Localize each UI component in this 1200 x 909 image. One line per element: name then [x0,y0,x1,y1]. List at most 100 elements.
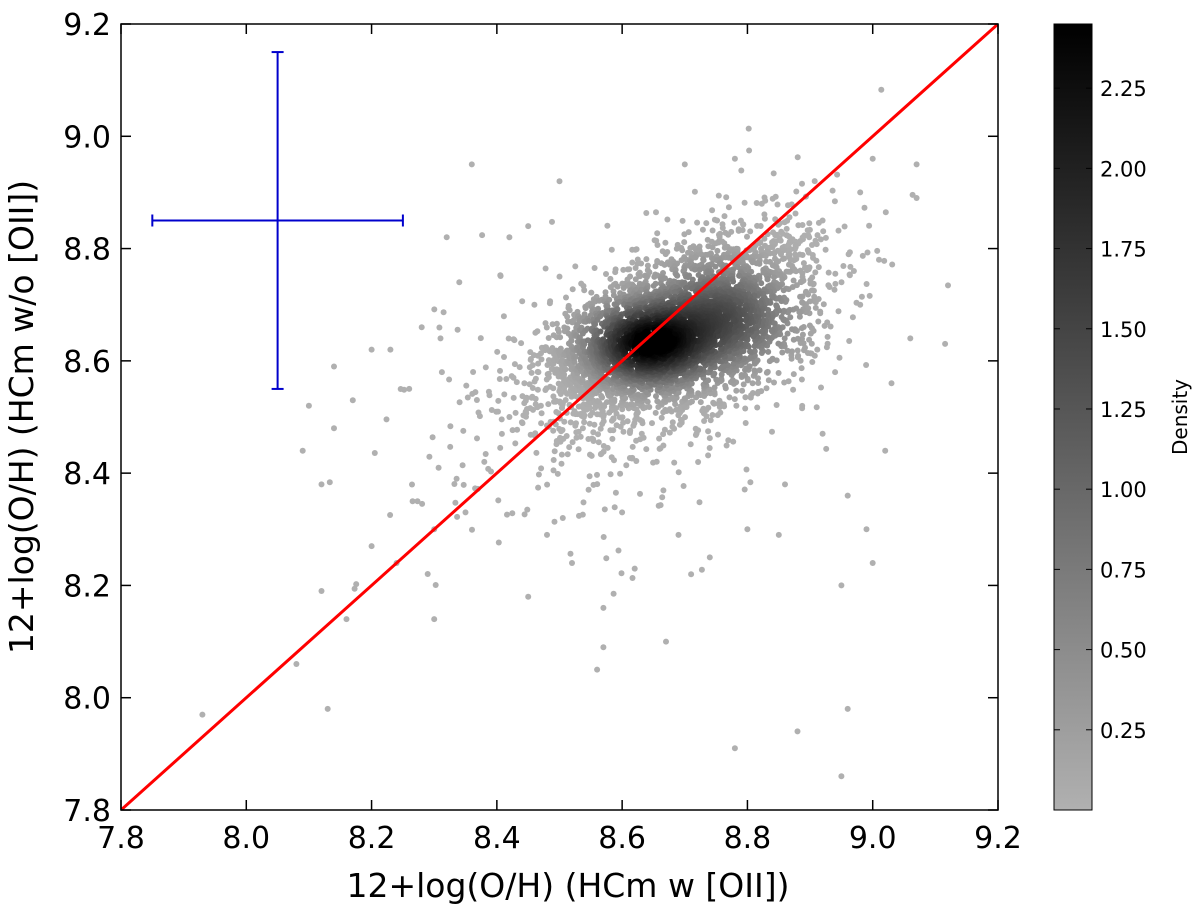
scatter-point [638,260,645,267]
scatter-point [643,274,650,281]
scatter-point [600,534,607,540]
scatter-point [535,471,542,478]
scatter-point [765,377,772,384]
scatter-point [820,228,827,235]
scatter-point [808,287,815,294]
scatter-point [401,386,408,393]
scatter-point [662,406,669,413]
scatter-point [668,384,675,391]
scatter-point [567,550,574,557]
scatter-point [820,301,827,308]
scatter-point [544,531,550,538]
scatter-point [453,475,460,482]
scatter-point [537,402,544,409]
scatter-point [497,444,504,451]
scatter-point [723,194,730,201]
scatter-point [730,278,737,285]
scatter-point [474,435,480,442]
scatter-point [761,215,768,222]
scatter-point [594,471,600,478]
scatter-point [705,270,712,277]
scatter-point [629,575,636,581]
scatter-point [351,585,358,592]
scatter-point [530,406,536,413]
scatter-point [607,275,614,282]
scatter-point [451,481,458,487]
y-tick-label: 7.8 [63,794,111,829]
scatter-point [550,467,557,474]
scatter-point [603,555,610,562]
scatter-point [561,418,568,425]
scatter-point [495,539,502,546]
scatter-point [775,531,782,538]
scatter-point [815,318,822,325]
scatter-point [614,283,621,290]
scatter-point [584,337,591,344]
scatter-point [546,300,553,307]
scatter-point [742,405,749,412]
scatter-point [446,376,453,383]
scatter-point [811,178,818,185]
scatter-point [794,728,801,735]
scatter-point [790,386,797,393]
scatter-point [600,443,607,449]
scatter-point [563,433,570,439]
scatter-point [694,219,701,226]
x-tick-label: 9.2 [974,821,1022,856]
scatter-point [832,270,839,277]
scatter-point [679,247,686,254]
scatter-point [587,451,593,458]
scatter-point [802,289,809,296]
scatter-point [462,509,469,516]
scatter-point [764,276,771,283]
scatter-point [600,644,607,651]
x-tick-label: 8.8 [724,821,772,856]
y-tick-label: 8.2 [63,569,111,604]
scatter-point [817,310,824,317]
scatter-point [849,314,856,321]
scatter-point [589,409,596,416]
scatter-point [571,408,578,415]
scatter-point [580,499,587,506]
x-tick-label: 8.2 [348,821,396,856]
scatter-point [733,402,740,409]
scatter-point [785,202,791,209]
scatter-point [765,348,772,355]
scatter-point [769,195,776,202]
scatter-point [836,354,843,361]
scatter-point [510,374,517,381]
scatter-point [689,276,696,283]
scatter-point [468,161,475,168]
scatter-point [711,384,718,391]
scatter-point [603,271,609,277]
scatter-point [709,207,716,214]
scatter-point [838,773,845,780]
scatter-point [746,363,753,370]
scatter-point [503,376,510,382]
scatter-point [538,465,545,472]
y-tick-label: 9.0 [63,120,111,155]
scatter-point [588,289,595,296]
scatter-point [612,489,619,496]
scatter-point [794,154,801,161]
scatter-point [794,347,801,354]
scatter-point [754,404,761,411]
scatter-point [744,526,751,533]
scatter-point [626,266,633,273]
scatter-point [818,384,824,391]
scatter-point [482,451,489,457]
scatter-point [607,471,614,478]
scatter-point [782,481,788,488]
scatter-point [709,227,716,234]
y-tick-label: 8.4 [63,457,111,492]
scatter-point [711,370,718,377]
scatter-point [531,301,538,308]
scatter-point [569,439,576,446]
x-tick-label: 8.6 [598,821,646,856]
scatter-point [673,245,680,252]
scatter-point [806,322,813,329]
scatter-point [556,273,563,280]
scatter-point [579,425,586,432]
scatter-point [532,395,539,402]
scatter-point [876,256,882,263]
